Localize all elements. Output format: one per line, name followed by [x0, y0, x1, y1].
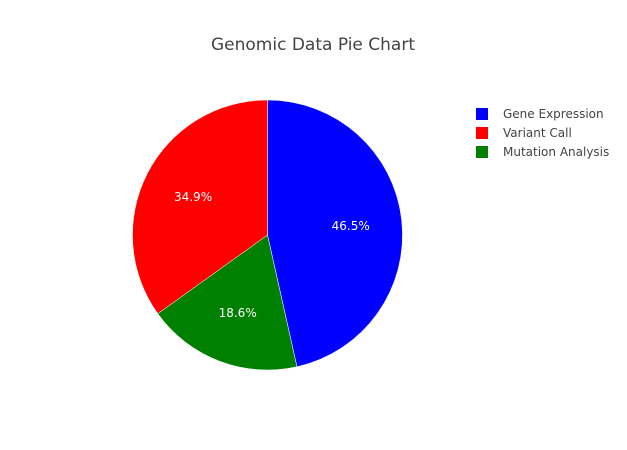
legend-item-gene-expression[interactable]: Gene Expression: [476, 107, 604, 121]
legend-item-mutation-analysis[interactable]: Mutation Analysis: [476, 145, 609, 159]
slice-percent-label: 46.5%: [332, 219, 370, 233]
legend-label: Gene Expression: [503, 107, 604, 121]
legend-swatch: [476, 108, 488, 120]
pie-slice-variant-call[interactable]: [132, 99, 268, 315]
slice-percent-label: 34.9%: [174, 190, 212, 204]
pie-slice-mutation-analysis[interactable]: [157, 234, 298, 371]
slice-percent-label: 18.6%: [219, 306, 257, 320]
legend-label: Variant Call: [503, 126, 572, 140]
legend-label: Mutation Analysis: [503, 145, 609, 159]
legend-item-variant-call[interactable]: Variant Call: [476, 126, 572, 140]
legend: Gene Expression Variant Call Mutation Anal…: [476, 107, 609, 159]
pie-slice-labels: 46.5% 18.6% 34.9%: [174, 190, 370, 320]
chart-title: Genomic Data Pie Chart: [211, 35, 415, 55]
legend-swatch: [476, 127, 488, 139]
pie-slices: [132, 99, 403, 371]
legend-swatch: [476, 146, 488, 158]
pie-slice-gene-expression[interactable]: [267, 99, 403, 368]
